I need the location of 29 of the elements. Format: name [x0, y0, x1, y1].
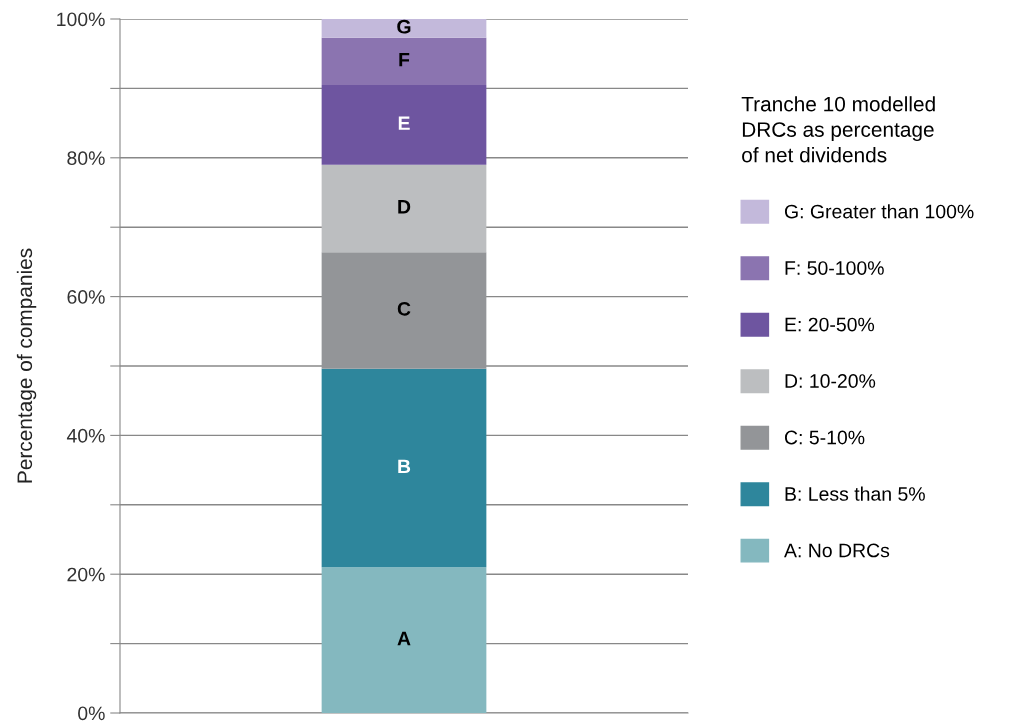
- bar: [321, 19, 487, 38]
- bar: [321, 164, 487, 253]
- data-label: D: [398, 200, 411, 214]
- bar: [321, 368, 487, 568]
- data-label: F: [399, 52, 410, 67]
- bar: [321, 252, 487, 369]
- data-label: B: [398, 459, 411, 474]
- legend-label: E: 20-50%: [785, 317, 875, 332]
- data-label: E: [398, 116, 410, 130]
- legend-label: A: No DRCs: [784, 543, 890, 558]
- legend-label: D: 10-20%: [785, 374, 876, 388]
- y-tick-label: 40%: [66, 428, 105, 443]
- legend-label: B: Less than 5%: [785, 486, 925, 501]
- bar: [321, 567, 487, 713]
- legend-label: F: 50-100%: [785, 261, 884, 275]
- y-axis-title: Percentage of companies: [16, 248, 37, 483]
- legend-title: Tranche 10 modelled DRCs as percentage of net dividends: [741, 96, 935, 163]
- y-tick-label: 0%: [78, 706, 105, 721]
- data-label: C: [397, 301, 411, 316]
- data-label: G: [397, 19, 411, 34]
- bar: [321, 84, 487, 165]
- y-tick-label: 20%: [67, 567, 105, 582]
- y-tick-label: 80%: [67, 151, 105, 166]
- legend-label: C: 5-10%: [784, 430, 865, 445]
- y-tick-label: 60%: [67, 290, 105, 304]
- bar: [321, 37, 487, 85]
- y-tick-label: 100%: [57, 12, 105, 27]
- legend-label: G: Greater than 100%: [784, 204, 974, 219]
- data-label: A: [397, 631, 411, 646]
